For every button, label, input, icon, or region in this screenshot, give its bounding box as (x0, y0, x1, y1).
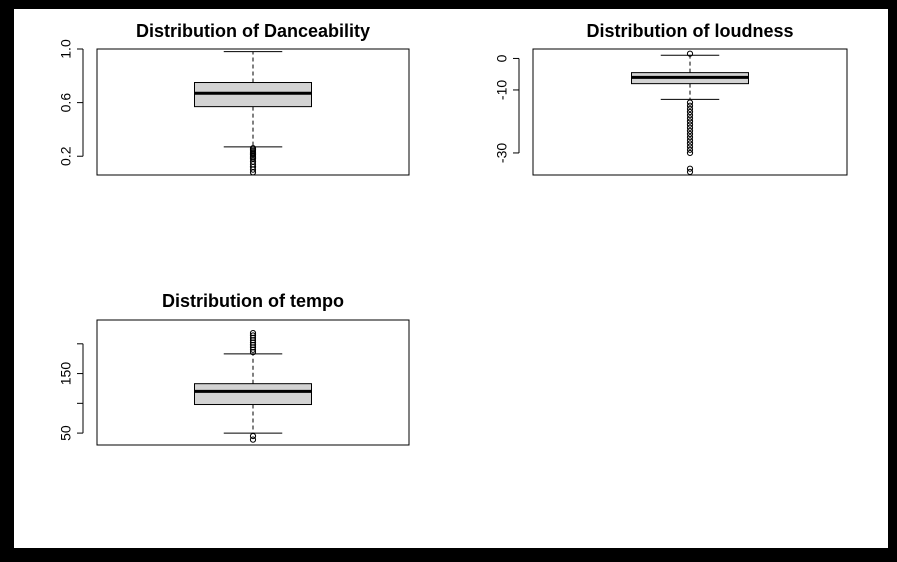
outlier-point (249, 332, 257, 339)
y-tick-label: 0 (494, 54, 510, 62)
outlier-point (686, 99, 694, 106)
outlier-point (686, 105, 694, 112)
plot-border (96, 319, 410, 446)
y-tick-label: -30 (494, 143, 510, 163)
outlier-point (249, 329, 257, 337)
outlier-point (686, 108, 694, 116)
outlier-point (249, 145, 257, 152)
outlier-point (249, 436, 257, 443)
outlier-point (686, 168, 694, 175)
y-tick-label: 150 (58, 362, 74, 386)
y-tick-label: 50 (58, 425, 74, 441)
outlier-point (686, 165, 694, 172)
outlier-point (686, 115, 694, 122)
outlier-point (686, 121, 694, 128)
outlier-point (686, 118, 694, 125)
outlier-point (686, 134, 694, 141)
y-tick-label: 1.0 (58, 39, 74, 59)
plot-border (532, 48, 848, 176)
plot-canvas (14, 9, 888, 548)
outlier-point (249, 432, 257, 440)
boxplot-panel-2: Distribution of loudness -30 -10 0 (494, 21, 848, 176)
outlier-point (686, 124, 694, 131)
chart-title: Distribution of tempo (162, 291, 344, 311)
y-tick-label: 0.2 (58, 146, 74, 166)
boxplot-panel-1: Distribution of Danceability 0.2 0.6 1.0 (58, 21, 410, 176)
chart-title: Distribution of Danceability (136, 21, 370, 41)
outlier-point (686, 149, 694, 157)
outlier-point (686, 140, 694, 147)
outlier-point (686, 50, 694, 57)
outlier-point (686, 127, 694, 134)
y-tick-label: -10 (494, 80, 510, 100)
outlier-point (686, 112, 694, 119)
iqr-box (194, 383, 312, 406)
outlier-point (686, 102, 694, 109)
outlier-point (686, 146, 694, 153)
outlier-point (686, 143, 694, 150)
outlier-point (686, 130, 694, 138)
chart-title: Distribution of loudness (587, 21, 794, 41)
boxplot-panel-3: Distribution of tempo 50 150 (58, 291, 410, 446)
y-tick-label: 0.6 (58, 93, 74, 113)
outlier-point (686, 137, 694, 144)
